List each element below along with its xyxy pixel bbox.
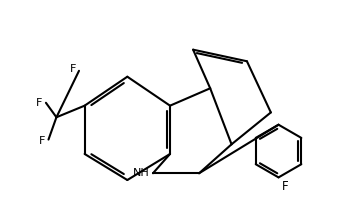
Text: F: F: [281, 180, 288, 193]
Text: F: F: [36, 98, 43, 108]
Text: F: F: [70, 64, 77, 74]
Text: NH: NH: [133, 168, 150, 178]
Text: F: F: [39, 136, 45, 146]
